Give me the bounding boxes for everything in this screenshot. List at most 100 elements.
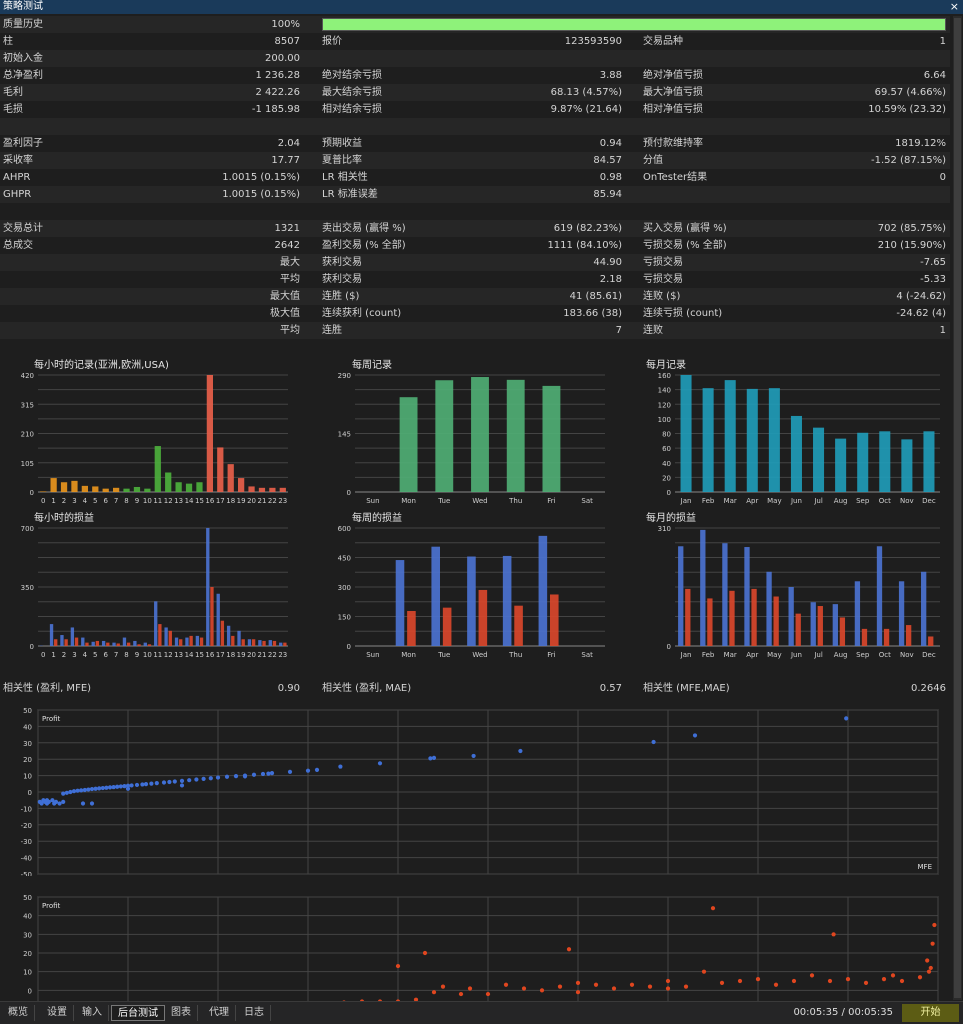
start-button[interactable]: 开始	[902, 1004, 959, 1022]
stat-label: 交易品种	[643, 36, 683, 47]
data-point	[80, 801, 86, 806]
bar	[861, 628, 868, 646]
data-point	[115, 784, 120, 789]
stat-value: 4 (-24.62)	[896, 291, 946, 302]
x-tick-label: 5	[93, 497, 97, 505]
data-point	[172, 779, 177, 784]
data-point	[314, 767, 320, 772]
x-tick-label: Wed	[472, 497, 487, 505]
data-point	[104, 785, 109, 790]
bar	[729, 590, 735, 646]
stat-label: AHPR	[3, 172, 31, 183]
tab-2[interactable]: 输入	[76, 1005, 109, 1021]
stat-value: 极大值	[270, 308, 300, 319]
stat-value: 85.94	[593, 189, 622, 200]
stat-value: 2.18	[599, 274, 622, 285]
plot-title: Profit	[42, 902, 61, 910]
bar	[258, 487, 266, 492]
x-tick-label: 15	[195, 497, 204, 505]
x-tick-label: 23	[278, 497, 287, 505]
x-tick-label: 2	[62, 651, 66, 659]
distribution-charts: 每小时的记录(亚洲,欧洲,USA) 0 105 210 315 420 0 1 2 3 4 5 6 7 8 9…	[0, 354, 950, 684]
data-point	[930, 941, 935, 946]
bar	[147, 644, 152, 646]
data-point	[485, 991, 491, 997]
data-point	[107, 785, 113, 790]
bar	[442, 607, 452, 646]
data-point	[50, 798, 55, 803]
stat-value: 平均	[280, 274, 300, 285]
corr-label-mfe-mae: 相关性 (MFE,MAE)	[643, 683, 730, 694]
mfe-scatter-svg: 50403020100-10-20-30-40-5005101520253035…	[21, 707, 943, 887]
bar	[195, 635, 200, 646]
data-point	[899, 978, 905, 984]
stat-label: 分值	[643, 155, 663, 166]
bar	[216, 593, 220, 646]
data-point	[82, 787, 87, 793]
data-point	[651, 739, 656, 745]
data-point	[215, 775, 221, 780]
bar	[237, 630, 241, 646]
stat-label: 绝对结余亏损	[322, 70, 382, 81]
stat-label: 夏普比率	[322, 155, 362, 166]
stats-row: 交易总计 1321 卖出交易 (赢得 %) 619 (82.23%) 买入交易 (赢得 …	[0, 220, 950, 237]
bar	[81, 637, 85, 646]
x-tick-label: Oct	[879, 651, 891, 659]
x-tick-label: 20	[247, 497, 256, 505]
scrollbar-thumb[interactable]	[954, 18, 961, 998]
bar	[810, 602, 816, 646]
x-tick-label: Apr	[746, 497, 758, 505]
stat-label: 买入交易 (赢得 %)	[643, 223, 727, 234]
y-tick-label: 0	[28, 789, 32, 797]
data-point	[266, 771, 271, 776]
x-tick-label: Sat	[581, 651, 593, 659]
data-point	[64, 790, 69, 795]
bar	[901, 439, 913, 492]
bar	[279, 487, 286, 492]
bar	[196, 482, 203, 492]
data-point	[68, 789, 73, 795]
x-tick-label: Jan	[680, 497, 692, 505]
bar	[272, 640, 277, 646]
close-icon[interactable]: ×	[949, 0, 959, 13]
data-point	[93, 786, 98, 791]
data-point	[395, 963, 401, 969]
data-point	[71, 789, 77, 794]
stat-label: 获利交易	[322, 274, 362, 285]
x-tick-label: 21	[257, 651, 266, 659]
tab-0[interactable]: 概览	[2, 1005, 35, 1021]
bar	[220, 620, 225, 646]
tab-5[interactable]: 代理	[203, 1005, 236, 1021]
stat-value: 1819.12%	[895, 138, 946, 149]
data-point	[881, 977, 887, 982]
tab-3[interactable]: 后台测试	[111, 1005, 165, 1021]
y-tick-label: 140	[658, 387, 671, 395]
bar	[283, 642, 287, 646]
tab-4[interactable]: 图表	[165, 1005, 198, 1021]
y-tick-label: 0	[28, 987, 32, 995]
bar-chart-monthly-entries: 每月记录 0 20 40 60 80 100 120 140 160 Jan Feb Mar Apr May…	[646, 358, 940, 505]
bar	[248, 486, 255, 492]
x-tick-label: Tue	[437, 497, 450, 505]
vertical-scrollbar[interactable]	[953, 16, 962, 1000]
stats-row	[0, 118, 950, 135]
bar	[514, 605, 523, 646]
tab-6[interactable]: 日志	[238, 1005, 271, 1021]
bar	[91, 641, 95, 646]
bar	[813, 427, 825, 492]
x-tick-label: May	[767, 497, 781, 505]
data-point	[287, 769, 293, 774]
corr-label-mae: 相关性 (盈利, MAE)	[322, 683, 412, 694]
stat-value: 17.77	[271, 155, 300, 166]
data-point	[260, 771, 266, 777]
x-tick-label: 3	[72, 497, 76, 505]
x-tick-label: Nov	[900, 497, 914, 505]
tab-1[interactable]: 设置	[41, 1005, 74, 1021]
stat-value: 最大	[280, 257, 300, 268]
bar	[102, 488, 109, 492]
bar	[206, 375, 213, 492]
stat-label: GHPR	[3, 189, 32, 200]
